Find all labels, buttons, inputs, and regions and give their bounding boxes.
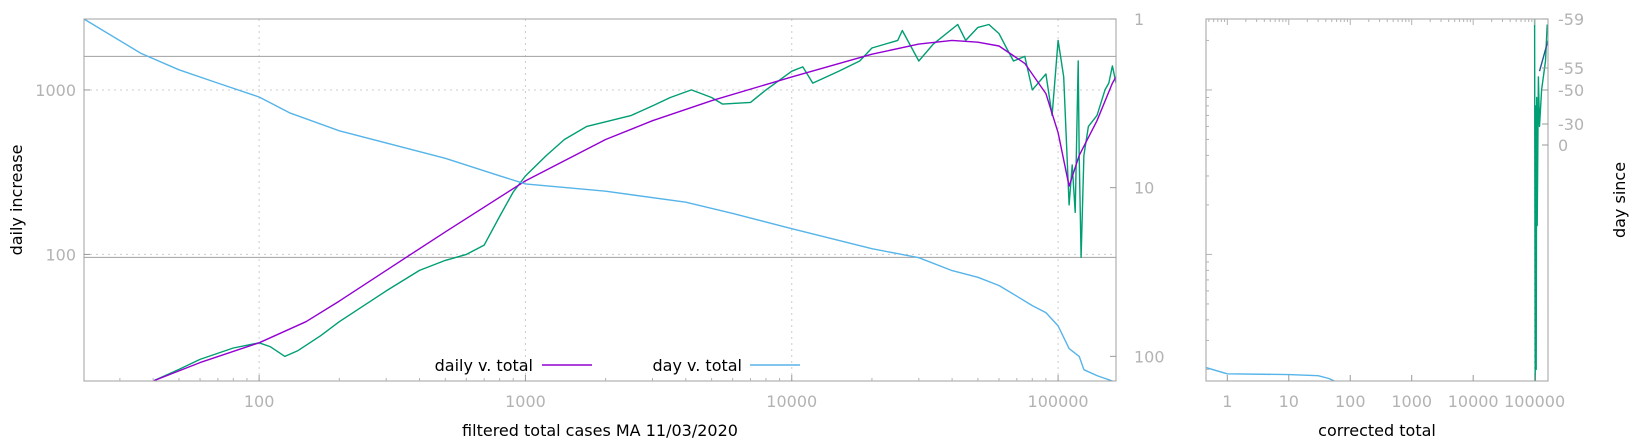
- frame-layer: [83, 18, 1549, 382]
- legend: daily v. total day v. total: [435, 356, 800, 375]
- y-axis-title: daily increase: [7, 145, 26, 256]
- side-series-line-0: [1533, 19, 1548, 381]
- main-plot-frame: [83, 18, 1117, 382]
- x-axis-title: filtered total cases MA 11/03/2020: [462, 421, 738, 440]
- side-x-axis-title: corrected total: [1318, 421, 1436, 440]
- side-y2-tick-label: -30: [1558, 115, 1584, 134]
- x-tick-label: 100000: [1028, 392, 1089, 411]
- y-tick-label: 1000: [35, 81, 76, 100]
- legend-label-daily: daily v. total: [435, 356, 533, 375]
- side-series-line-1: [1206, 366, 1335, 381]
- series-line-0: [152, 23, 1116, 381]
- x-tick-label: 10000: [766, 392, 817, 411]
- y2-tick-label: 1: [1134, 10, 1144, 29]
- side-x-tick-label: 10000: [1448, 392, 1499, 411]
- side-series-line-2: [1538, 40, 1548, 72]
- side-y2-tick-label: -55: [1558, 59, 1584, 78]
- y-tick-label: 100: [45, 245, 76, 264]
- side-y2-tick-label: -59: [1558, 10, 1584, 29]
- side-y2-tick-label: -50: [1558, 81, 1584, 100]
- side-y2-tick-label: 0: [1558, 136, 1568, 155]
- side-x-tick-label: 100000: [1504, 392, 1565, 411]
- grid-layer: [84, 19, 1536, 381]
- series-line-2: [84, 19, 1113, 381]
- side-y2-axis-title: day since: [1610, 162, 1629, 238]
- series-layer: [84, 19, 1548, 381]
- y2-tick-label: 100: [1134, 347, 1165, 366]
- series-line-1: [152, 39, 1116, 381]
- y2-tick-label: 10: [1134, 179, 1154, 198]
- legend-label-day: day v. total: [653, 356, 743, 375]
- side-plot-frame: [1205, 18, 1549, 382]
- side-x-tick-label: 1000: [1391, 392, 1432, 411]
- side-x-tick-label: 100: [1335, 392, 1366, 411]
- side-x-tick-label: 1: [1222, 392, 1232, 411]
- side-x-tick-label: 10: [1279, 392, 1299, 411]
- x-tick-label: 1000: [505, 392, 546, 411]
- x-tick-label: 100: [244, 392, 275, 411]
